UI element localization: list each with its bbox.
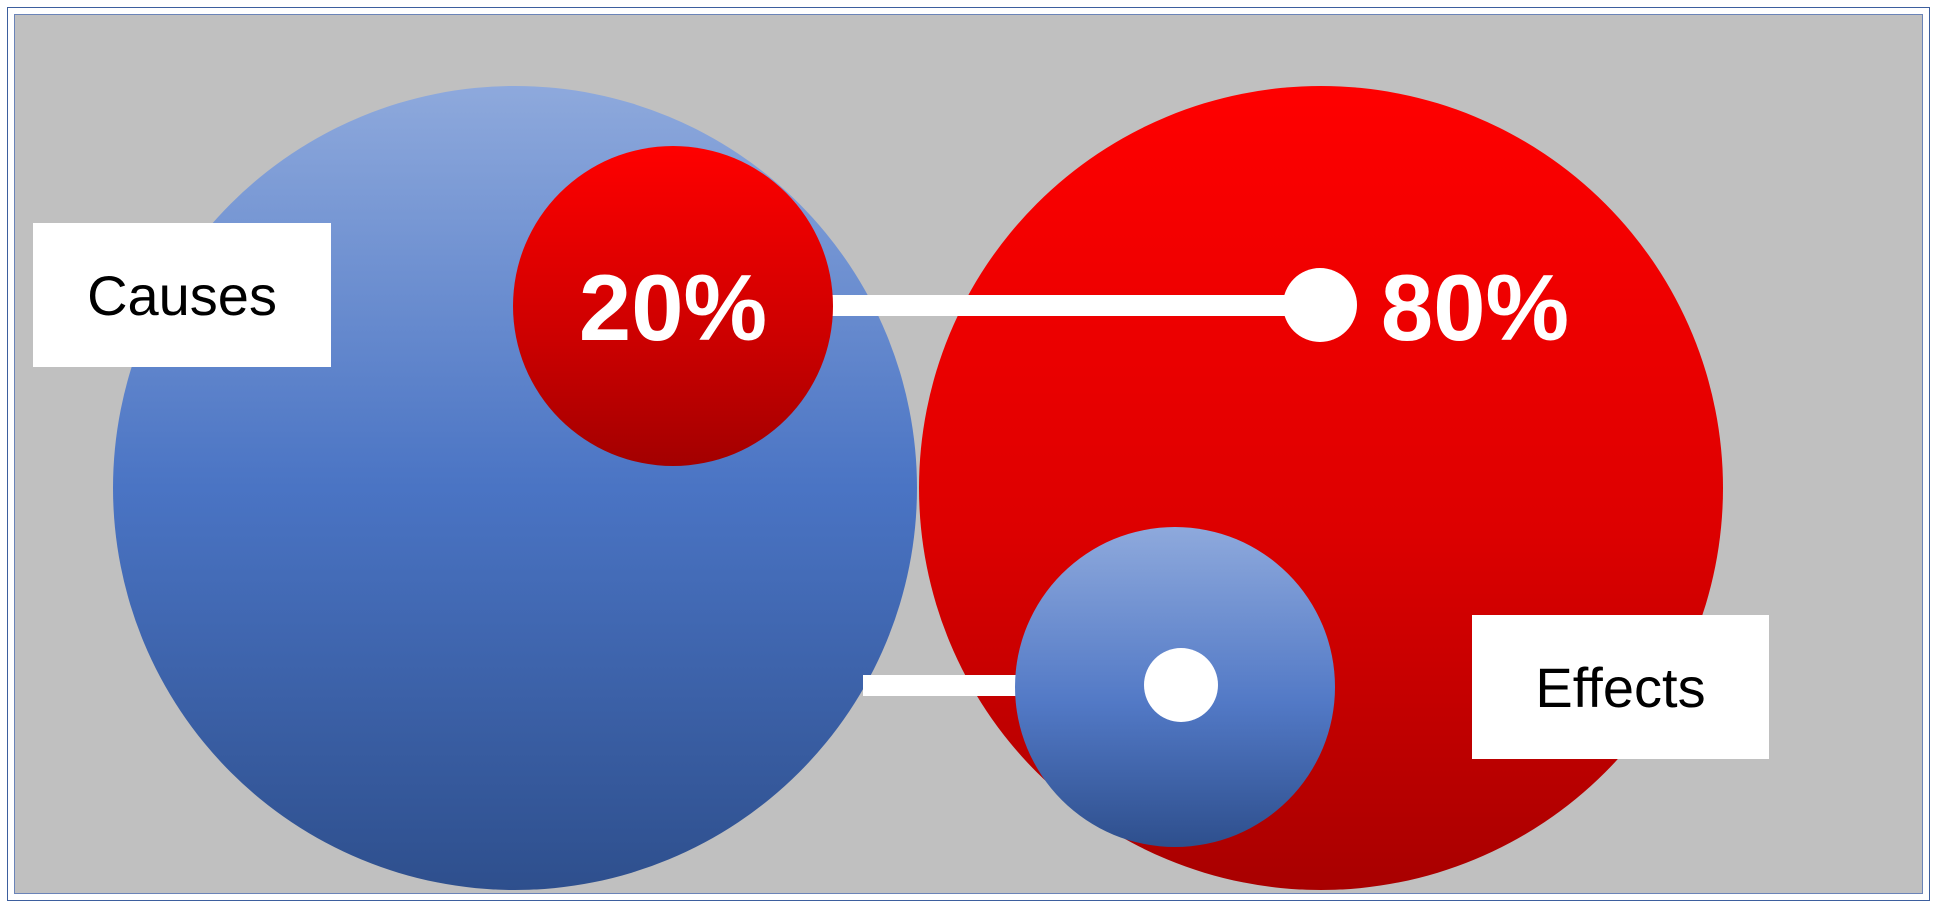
pareto-diagram: 20% 80% — [113, 86, 1723, 890]
diagram-frame: 20% 80% Causes Effects — [7, 7, 1930, 901]
effects-label-text: Effects — [1535, 655, 1706, 719]
percent-connector-line — [830, 295, 1320, 316]
small-red-circle — [513, 146, 833, 466]
effects-label: Effects — [1472, 615, 1769, 759]
causes-label: Causes — [33, 223, 331, 367]
percent-connector-dot — [1283, 268, 1357, 342]
causes-label-text: Causes — [87, 263, 277, 327]
effects-percent-text: 80% — [1381, 255, 1569, 360]
diagram-canvas: 20% 80% Causes Effects — [14, 14, 1923, 894]
causes-connector-dot — [1144, 648, 1218, 722]
causes-percent-text: 20% — [579, 255, 767, 360]
